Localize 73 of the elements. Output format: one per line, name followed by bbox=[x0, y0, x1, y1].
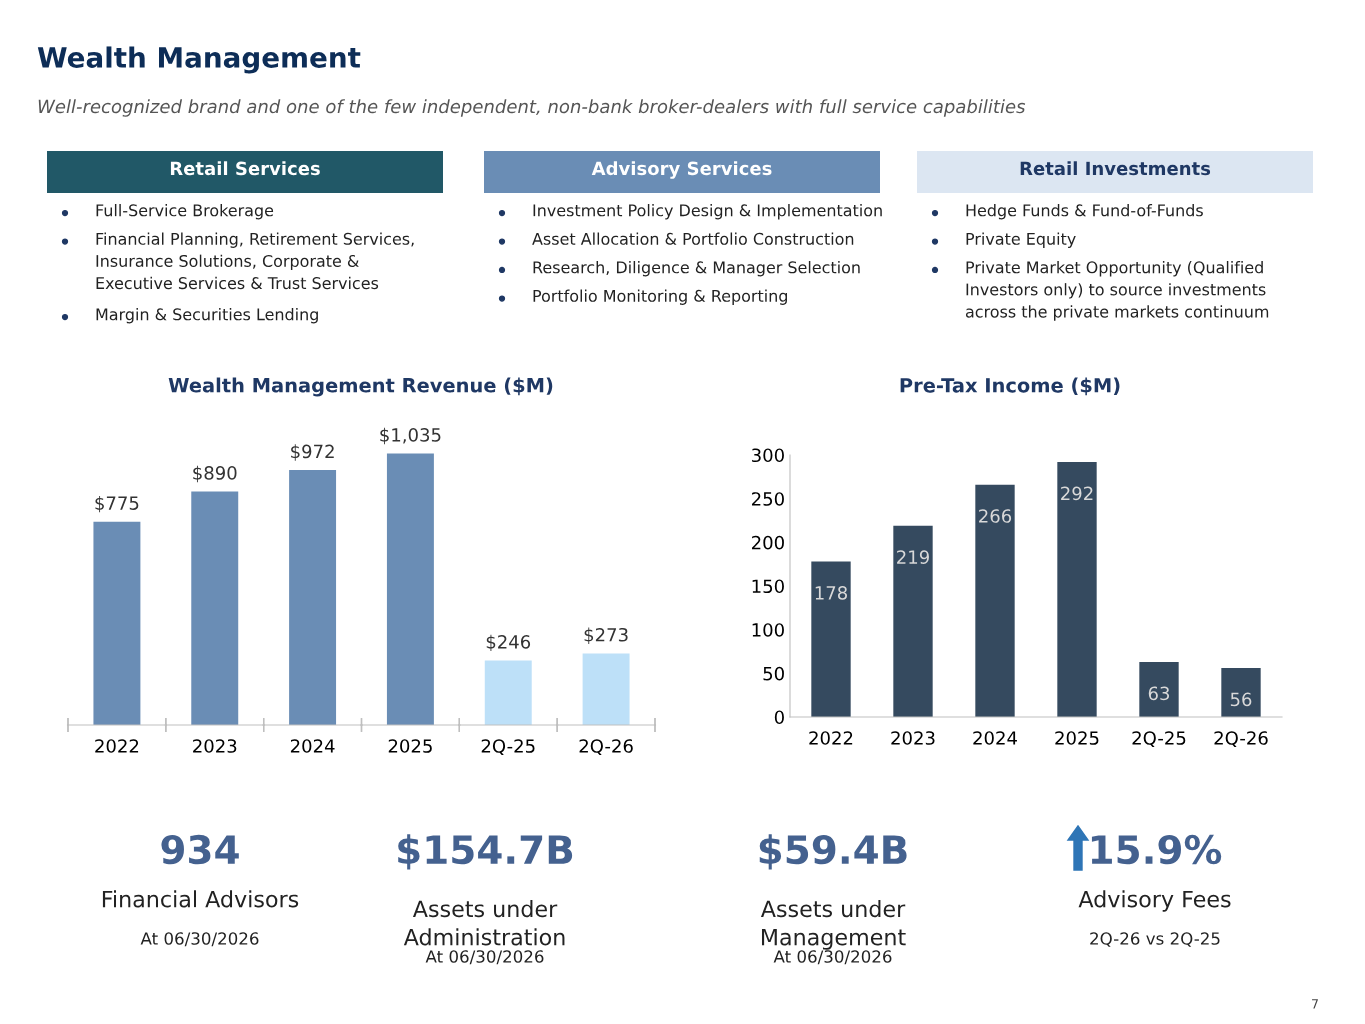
text: Well-recognized brand and one of the few independent, non-bank broker-dealers with full service capabilities bbox=[38, 99, 1026, 117]
bar bbox=[811, 561, 851, 717]
bar bbox=[975, 484, 1015, 717]
text: At 06/30/2026 bbox=[140, 932, 259, 947]
data-label: $246 bbox=[486, 634, 531, 652]
chart-title: Pre-Tax Income ($M) bbox=[900, 377, 1120, 396]
text: Margin & Securities Lending bbox=[96, 308, 318, 324]
text: Research, Diligence & Manager Selection bbox=[533, 261, 860, 277]
text: Hedge Funds & Fund-of-Funds bbox=[966, 204, 1203, 220]
bar bbox=[893, 525, 933, 717]
x-tick-label: 2Q-25 bbox=[481, 739, 535, 755]
data-label: 292 bbox=[1061, 486, 1093, 501]
text: $154.7B bbox=[398, 834, 573, 870]
text: Assets under Management bbox=[760, 900, 906, 950]
y-tick-label: 0 bbox=[774, 710, 784, 725]
text: Wealth Management bbox=[37, 46, 361, 74]
y-tick-label: 200 bbox=[752, 535, 784, 550]
text: Private Market Opportunity (Qualified Investors only) to source investments across the private markets continuum bbox=[965, 261, 1269, 321]
y-tick-label: 50 bbox=[763, 666, 784, 681]
text: Retail Services bbox=[170, 161, 320, 176]
bar bbox=[289, 470, 337, 725]
x-tick-label: 2023 bbox=[891, 731, 935, 745]
text: Financial Advisors bbox=[102, 890, 299, 908]
y-tick-label: 300 bbox=[752, 448, 784, 463]
bar bbox=[191, 491, 239, 725]
text: At 06/30/2026 bbox=[425, 950, 544, 965]
data-label: 63 bbox=[1148, 686, 1170, 701]
bar bbox=[484, 660, 532, 725]
x-tick-label: 2024 bbox=[290, 739, 335, 753]
x-tick-label: 2Q-26 bbox=[579, 739, 633, 755]
x-tick-label: 2024 bbox=[973, 731, 1017, 745]
data-label: 56 bbox=[1230, 692, 1252, 707]
x-tick-label: 2023 bbox=[193, 739, 237, 753]
text: Retail Investments bbox=[1020, 161, 1211, 176]
text: 2Q-26 vs 2Q-25 bbox=[1090, 932, 1220, 947]
bar bbox=[386, 453, 434, 725]
y-tick-label: 250 bbox=[752, 492, 784, 506]
y-tick-label: 150 bbox=[752, 579, 784, 594]
text: Asset Allocation & Portfolio Construction bbox=[532, 232, 854, 245]
data-label: $1,035 bbox=[380, 427, 441, 445]
text: Full-Service Brokerage bbox=[96, 204, 274, 220]
x-tick-label: 2025 bbox=[1055, 731, 1099, 745]
data-label: 266 bbox=[979, 509, 1012, 523]
text: Financial Planning, Retirement Services, Insurance Solutions, Corporate & Executive Services & Trust Services bbox=[96, 232, 414, 290]
text: Private Equity bbox=[966, 232, 1076, 248]
text: 15.9% bbox=[1091, 834, 1222, 865]
bar bbox=[93, 521, 141, 725]
text: Advisory Services bbox=[591, 161, 772, 179]
text: Investment Policy Design & Implementation bbox=[533, 204, 882, 220]
bar bbox=[1139, 661, 1179, 717]
data-label: $890 bbox=[193, 465, 237, 483]
x-tick-label: 2022 bbox=[95, 739, 139, 753]
bar bbox=[1221, 668, 1261, 717]
bar bbox=[1057, 461, 1097, 717]
data-label: 178 bbox=[815, 586, 847, 600]
text: Assets under Administration bbox=[403, 900, 565, 946]
text: At 06/30/2026 bbox=[773, 950, 892, 965]
text: Advisory Fees bbox=[1078, 890, 1231, 912]
data-label: $972 bbox=[291, 444, 334, 461]
chart-title: Wealth Management Revenue ($M) bbox=[168, 377, 553, 397]
text: $59.4B bbox=[759, 834, 907, 870]
y-tick-label: 100 bbox=[752, 623, 784, 637]
text: 7 bbox=[1312, 999, 1318, 1009]
x-tick-label: 2022 bbox=[809, 731, 853, 745]
text: 934 bbox=[161, 834, 239, 865]
bar bbox=[582, 653, 630, 725]
data-label: $273 bbox=[584, 627, 628, 644]
data-label: 219 bbox=[897, 550, 929, 564]
x-tick-label: 2025 bbox=[388, 739, 432, 753]
text: Portfolio Monitoring & Reporting bbox=[533, 289, 787, 305]
data-label: $775 bbox=[95, 495, 139, 513]
x-tick-label: 2Q-26 bbox=[1214, 731, 1268, 747]
x-tick-label: 2Q-25 bbox=[1132, 731, 1186, 747]
